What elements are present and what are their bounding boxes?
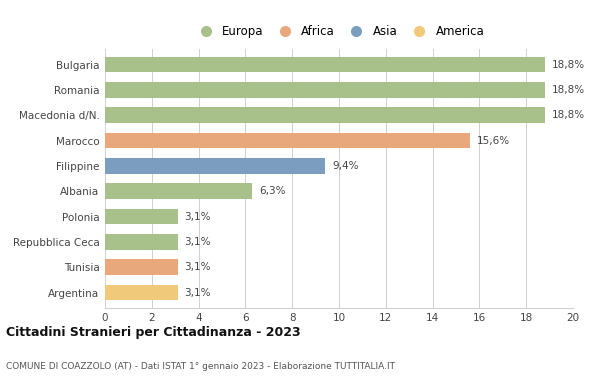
Text: 3,1%: 3,1% xyxy=(185,288,211,298)
Bar xyxy=(105,108,545,123)
Text: 18,8%: 18,8% xyxy=(552,85,585,95)
Bar xyxy=(105,57,545,73)
Text: 18,8%: 18,8% xyxy=(552,110,585,120)
Text: 15,6%: 15,6% xyxy=(477,136,510,146)
Bar xyxy=(105,184,253,199)
Text: 6,3%: 6,3% xyxy=(259,186,286,196)
Text: 3,1%: 3,1% xyxy=(185,212,211,222)
Bar xyxy=(105,82,545,98)
Legend: Europa, Africa, Asia, America: Europa, Africa, Asia, America xyxy=(194,25,484,38)
Bar xyxy=(105,209,178,225)
Bar xyxy=(105,158,325,174)
Bar xyxy=(105,285,178,301)
Bar xyxy=(105,234,178,250)
Bar xyxy=(105,260,178,275)
Text: Cittadini Stranieri per Cittadinanza - 2023: Cittadini Stranieri per Cittadinanza - 2… xyxy=(6,326,301,339)
Bar xyxy=(105,133,470,149)
Text: 3,1%: 3,1% xyxy=(185,262,211,272)
Text: 9,4%: 9,4% xyxy=(332,161,358,171)
Text: COMUNE DI COAZZOLO (AT) - Dati ISTAT 1° gennaio 2023 - Elaborazione TUTTITALIA.I: COMUNE DI COAZZOLO (AT) - Dati ISTAT 1° … xyxy=(6,362,395,370)
Text: 3,1%: 3,1% xyxy=(185,237,211,247)
Text: 18,8%: 18,8% xyxy=(552,60,585,70)
